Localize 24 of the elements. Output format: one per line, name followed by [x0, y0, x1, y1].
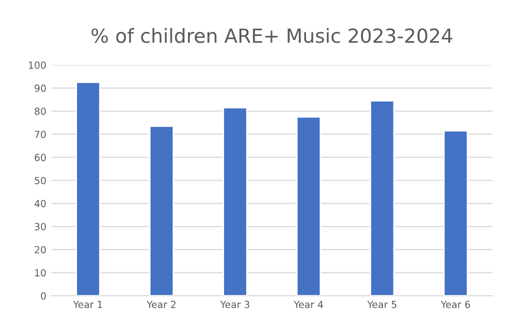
bar [296, 116, 322, 296]
x-tick-label: Year 6 [440, 300, 470, 308]
y-tick-label: 80 [34, 108, 46, 115]
x-tick-label: Year 2 [146, 300, 176, 308]
y-tick-label: 40 [34, 200, 46, 208]
x-tick-label: Year 3 [220, 300, 250, 308]
bar [443, 130, 468, 296]
x-tick-label: Year 1 [73, 300, 102, 308]
y-tick-label: 20 [34, 246, 46, 254]
bar [370, 100, 395, 296]
y-tick-label: 90 [34, 84, 46, 92]
y-tick-label: 70 [34, 130, 46, 138]
chart-title: % of children ARE+ Music 2023-2024 [92, 28, 452, 44]
y-tick-label: 100 [28, 61, 46, 69]
y-tick-label: 50 [34, 176, 46, 184]
x-tick-label: Year 5 [367, 300, 396, 308]
y-tick-label: 60 [34, 154, 46, 162]
y-tick-label: 0 [40, 292, 46, 300]
bar [222, 106, 248, 296]
y-tick-label: 10 [35, 269, 46, 277]
x-tick-label: Year 4 [294, 300, 324, 308]
bar [76, 82, 101, 296]
bar [149, 125, 174, 296]
y-tick-label: 30 [34, 223, 46, 230]
